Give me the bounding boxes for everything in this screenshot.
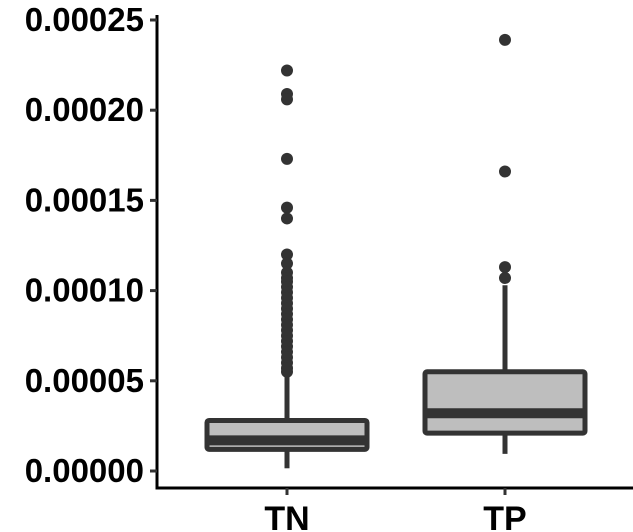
outlier-point xyxy=(281,64,293,77)
outliers xyxy=(281,33,511,378)
outlier-point xyxy=(281,365,293,378)
outlier-point xyxy=(281,152,293,165)
y-tick-label: 0.00025 xyxy=(25,1,144,38)
y-tick-label: 0.00020 xyxy=(25,91,144,128)
outlier-point xyxy=(281,248,293,261)
x-tick-label: TN xyxy=(264,500,309,532)
outlier-point xyxy=(281,212,293,225)
box-tp xyxy=(422,285,588,454)
outlier-point xyxy=(499,33,511,46)
y-axis: 0.00000 0.00005 0.00010 0.00015 0.00020 0.000… xyxy=(25,1,159,489)
boxes xyxy=(204,285,588,469)
x-tick-label: TP xyxy=(483,500,526,532)
y-tick-label: 0.00015 xyxy=(25,181,144,218)
y-tick-label: 0.00005 xyxy=(25,362,144,399)
x-axis: TN TP xyxy=(155,486,633,532)
outlier-point xyxy=(281,93,293,106)
outlier-point xyxy=(281,201,293,214)
y-tick-label: 0.00010 xyxy=(25,272,144,309)
box-iqr xyxy=(422,369,588,436)
outlier-point xyxy=(499,261,511,274)
box-tn xyxy=(204,375,370,469)
outlier-point xyxy=(499,271,511,284)
outlier-point xyxy=(281,257,293,270)
outlier-point xyxy=(499,165,511,178)
y-tick-label: 0.00000 xyxy=(25,452,144,489)
